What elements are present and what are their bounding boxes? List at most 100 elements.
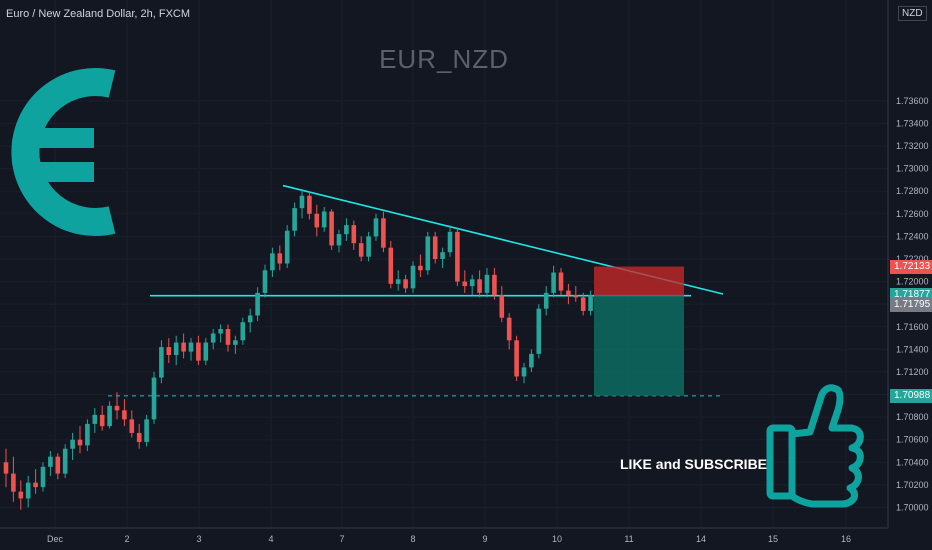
price-axis[interactable]: 1.73600 1.73400 1.73200 1.73000 1.72800 1.726… xyxy=(887,0,929,528)
candle xyxy=(144,414,149,447)
candle xyxy=(122,399,127,427)
candle xyxy=(255,287,260,322)
price-tick-2: 1.73200 xyxy=(896,141,929,151)
candle xyxy=(225,324,231,352)
thumbs-up-icon xyxy=(766,384,864,508)
price-tick-0: 1.73600 xyxy=(896,96,929,106)
price-tick-12: 1.71200 xyxy=(896,367,929,377)
candle xyxy=(55,453,61,480)
candle xyxy=(358,236,364,262)
candle xyxy=(85,419,90,452)
candle xyxy=(151,371,157,424)
candle xyxy=(270,247,275,278)
candle xyxy=(262,264,268,298)
price-tick-15: 1.70600 xyxy=(896,435,929,445)
candle xyxy=(107,401,112,429)
candle xyxy=(33,469,38,494)
candle xyxy=(514,335,519,381)
candle xyxy=(351,220,357,250)
candle xyxy=(203,338,209,366)
time-tick-7: 10 xyxy=(552,534,562,544)
cta-text: LIKE and SUBSCRIBE xyxy=(620,456,768,472)
time-tick-9: 14 xyxy=(696,534,706,544)
candle xyxy=(425,231,431,275)
time-tick-8: 11 xyxy=(624,534,633,544)
candle xyxy=(477,270,482,298)
price-tick-14: 1.70800 xyxy=(896,412,929,422)
candle xyxy=(499,286,505,323)
candle xyxy=(418,254,423,278)
candle xyxy=(447,225,453,257)
candle xyxy=(196,335,201,366)
price-tag-target: 1.70988 xyxy=(890,388,932,403)
candle xyxy=(580,292,586,316)
price-tag-stop: 1.72133 xyxy=(890,259,932,274)
candle xyxy=(233,335,238,354)
price-tag-entry: 1.71795 xyxy=(890,297,932,312)
candle xyxy=(25,475,31,508)
candle xyxy=(388,240,394,289)
candle xyxy=(543,286,549,316)
candle xyxy=(462,270,468,293)
symbol-description[interactable]: Euro / New Zealand Dollar, 2h, FXCM xyxy=(6,8,191,20)
candle xyxy=(292,202,297,237)
position-tool[interactable] xyxy=(594,266,684,396)
candle xyxy=(181,333,186,359)
price-tick-18: 1.70000 xyxy=(896,502,929,512)
candle xyxy=(344,218,349,241)
candle xyxy=(48,451,53,476)
candle xyxy=(247,308,253,333)
candle xyxy=(136,423,142,449)
stop-loss-zone[interactable] xyxy=(594,266,684,296)
candle xyxy=(284,225,290,269)
candle xyxy=(70,432,75,461)
candle xyxy=(11,456,16,502)
candle xyxy=(440,247,445,269)
candle xyxy=(521,362,527,384)
price-tick-4: 1.72800 xyxy=(896,186,929,196)
time-tick-5: 8 xyxy=(410,534,415,544)
price-tick-5: 1.72600 xyxy=(896,209,929,219)
price-tick-11: 1.71400 xyxy=(896,344,929,354)
price-tick-16: 1.70400 xyxy=(896,457,929,467)
price-tick-8: 1.72000 xyxy=(896,277,929,287)
time-axis[interactable]: Dec 2 3 4 7 8 9 10 11 14 15 16 xyxy=(0,527,888,544)
price-tick-6: 1.72400 xyxy=(896,231,929,241)
chart-grid xyxy=(0,0,888,528)
candle xyxy=(336,229,342,253)
candle xyxy=(188,338,194,361)
candle xyxy=(588,290,593,316)
currency-label[interactable]: NZD xyxy=(898,6,927,21)
symbol-watermark: EUR_NZD xyxy=(379,44,509,74)
candle xyxy=(129,410,135,438)
candle xyxy=(373,213,379,241)
candle xyxy=(77,426,83,454)
candle xyxy=(159,340,164,384)
candle xyxy=(381,211,386,253)
take-profit-zone[interactable] xyxy=(594,295,684,396)
candle xyxy=(210,329,216,350)
candle xyxy=(3,448,9,488)
candle xyxy=(277,245,283,271)
candle xyxy=(240,317,246,345)
candle xyxy=(395,270,401,291)
candle xyxy=(455,227,460,287)
time-tick-1: 2 xyxy=(124,534,129,544)
price-tick-7: 1.72200 xyxy=(896,254,929,264)
candle xyxy=(18,480,24,510)
candle xyxy=(166,338,172,363)
time-tick-3: 4 xyxy=(268,534,273,544)
candle xyxy=(573,286,579,302)
euro-icon xyxy=(11,68,116,236)
candle xyxy=(484,268,490,298)
time-tick-2: 3 xyxy=(196,534,201,544)
candle xyxy=(329,209,334,250)
candle xyxy=(321,207,327,232)
price-tick-3: 1.73000 xyxy=(896,164,929,174)
time-tick-6: 9 xyxy=(482,534,487,544)
candle xyxy=(558,268,564,296)
candle xyxy=(469,274,475,296)
candle xyxy=(314,204,320,237)
candle xyxy=(62,444,68,479)
